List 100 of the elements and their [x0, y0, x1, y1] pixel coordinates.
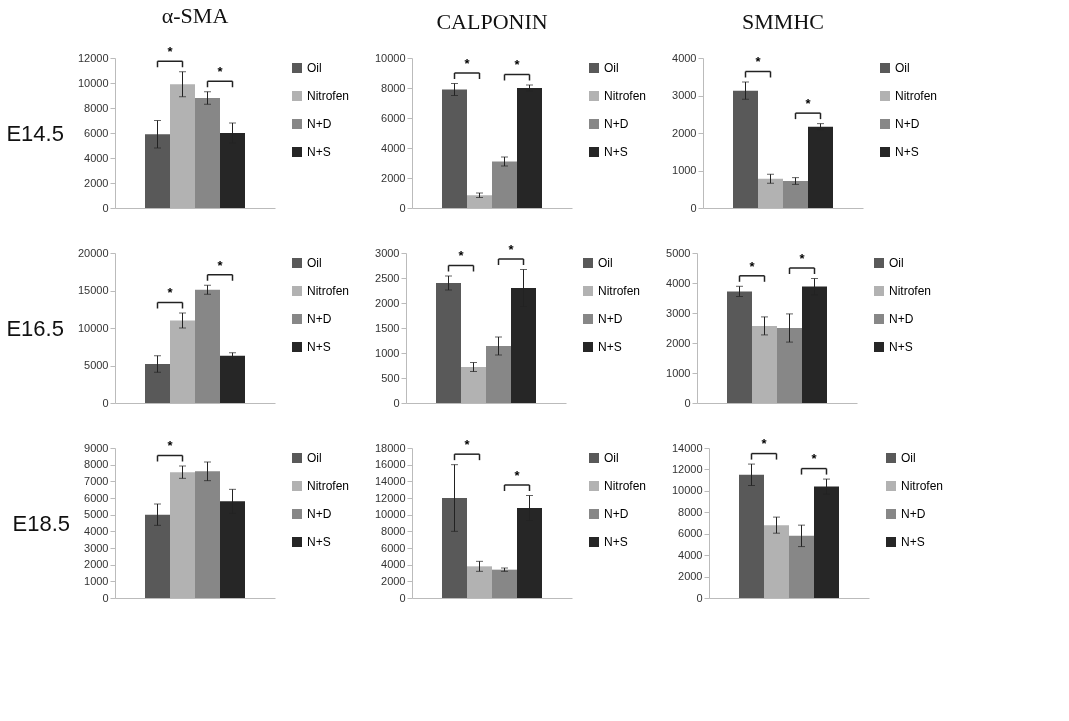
legend-label: N+D [604, 117, 629, 131]
legend-label: N+D [307, 507, 332, 521]
y-tick-label: 0 [399, 591, 406, 604]
y-tick-label: 1000 [84, 574, 109, 587]
y-tick-label: 2000 [84, 558, 109, 571]
y-tick-label: 2500 [375, 271, 400, 284]
legend-label: Oil [307, 451, 322, 465]
y-tick-label: 6000 [678, 527, 703, 540]
legend-label: N+S [307, 340, 331, 354]
legend-label: Nitrofen [598, 284, 641, 298]
y-tick-label: 16000 [374, 458, 406, 471]
annotation: * [805, 95, 812, 111]
y-tick-label: 3000 [375, 246, 400, 259]
legend-label: Oil [895, 61, 910, 75]
y-tick-label: 500 [381, 371, 400, 384]
y-tick-label: 8000 [84, 101, 109, 114]
y-tick-label: 4000 [84, 151, 109, 164]
y-tick-label: 4000 [84, 524, 109, 537]
legend-label: N+S [604, 535, 628, 549]
y-tick-label: 4000 [678, 548, 703, 561]
y-tick-label: 2000 [375, 296, 400, 309]
y-tick-label: 0 [399, 201, 406, 214]
legend-label: Nitrofen [889, 284, 932, 298]
legend-label: Oil [901, 451, 916, 465]
legend-label: Nitrofen [307, 479, 350, 493]
y-tick-label: 0 [684, 396, 691, 409]
annotation: * [464, 436, 471, 452]
y-tick-label: 0 [696, 591, 703, 604]
y-tick-label: 2000 [678, 570, 703, 583]
legend-label: Nitrofen [604, 89, 647, 103]
y-tick-label: 7000 [84, 474, 109, 487]
y-tick-label: 1000 [672, 164, 697, 176]
y-tick-label: 1500 [375, 321, 400, 334]
y-tick-label: 10000 [671, 484, 703, 497]
legend-label: N+D [598, 312, 623, 326]
legend-label: N+S [901, 535, 925, 549]
y-tick-label: 8000 [84, 458, 109, 471]
legend-label: N+D [895, 117, 920, 131]
legend-label: Nitrofen [604, 479, 647, 493]
y-tick-label: 0 [102, 396, 109, 409]
y-tick-label: 14000 [671, 441, 703, 454]
legend-label: Oil [889, 256, 904, 270]
legend-label: Nitrofen [307, 89, 350, 103]
annotation: * [749, 258, 756, 274]
annotation: * [755, 54, 762, 70]
y-axis-title: E16.5 [6, 315, 64, 341]
annotation: * [514, 57, 521, 73]
y-tick-label: 10000 [77, 321, 109, 334]
y-tick-label: 10000 [374, 51, 406, 64]
y-tick-label: 2000 [666, 336, 691, 349]
annotation: * [458, 248, 465, 264]
y-tick-label: 6000 [381, 111, 406, 124]
legend-label: N+D [889, 312, 914, 326]
y-tick-label: 9000 [84, 441, 109, 454]
y-tick-label: 4000 [672, 51, 697, 64]
legend-label: Oil [307, 256, 322, 270]
chart-title: α-SMA [161, 3, 229, 28]
y-tick-label: 8000 [381, 81, 406, 94]
y-tick-label: 20000 [77, 246, 109, 259]
y-axis-title: E14.5 [6, 120, 64, 146]
y-tick-label: 2000 [672, 126, 697, 139]
legend-label: N+D [307, 117, 332, 131]
y-tick-label: 2000 [381, 171, 406, 184]
y-axis-title: E18.5 [12, 510, 71, 536]
legend-label: N+S [895, 145, 919, 159]
legend-label: N+S [307, 145, 331, 159]
annotation: * [167, 285, 174, 301]
chart-title: CALPONIN [436, 9, 548, 34]
legend-label: Oil [604, 451, 619, 465]
y-tick-label: 10000 [77, 76, 109, 89]
annotation: * [464, 55, 471, 71]
annotation: * [811, 451, 818, 467]
y-tick-label: 3000 [84, 541, 109, 554]
y-tick-label: 0 [393, 396, 400, 409]
legend-label: Oil [307, 61, 322, 75]
y-tick-label: 12000 [671, 462, 703, 475]
y-tick-label: 0 [690, 201, 697, 214]
y-tick-label: 10000 [374, 508, 406, 521]
y-tick-label: 5000 [84, 359, 109, 371]
legend-label: N+D [307, 312, 332, 326]
y-tick-label: 14000 [374, 474, 406, 487]
y-tick-label: 6000 [84, 126, 109, 139]
annotation: * [761, 436, 768, 452]
y-tick-label: 6000 [84, 491, 109, 504]
legend-label: N+S [598, 340, 622, 354]
y-tick-label: 4000 [381, 141, 406, 154]
legend-label: N+D [901, 507, 926, 521]
legend-label: Oil [598, 256, 613, 270]
y-tick-label: 0 [102, 591, 109, 604]
y-tick-label: 3000 [672, 89, 697, 101]
annotation: * [217, 64, 224, 79]
legend-label: Nitrofen [307, 284, 350, 298]
y-tick-label: 4000 [666, 276, 691, 289]
y-tick-label: 3000 [666, 306, 691, 319]
annotation: * [167, 44, 174, 59]
y-tick-label: 12000 [374, 491, 406, 504]
legend-label: N+S [307, 535, 331, 549]
y-tick-label: 8000 [381, 524, 406, 537]
y-tick-label: 1000 [666, 366, 691, 379]
y-tick-label: 8000 [678, 505, 703, 518]
